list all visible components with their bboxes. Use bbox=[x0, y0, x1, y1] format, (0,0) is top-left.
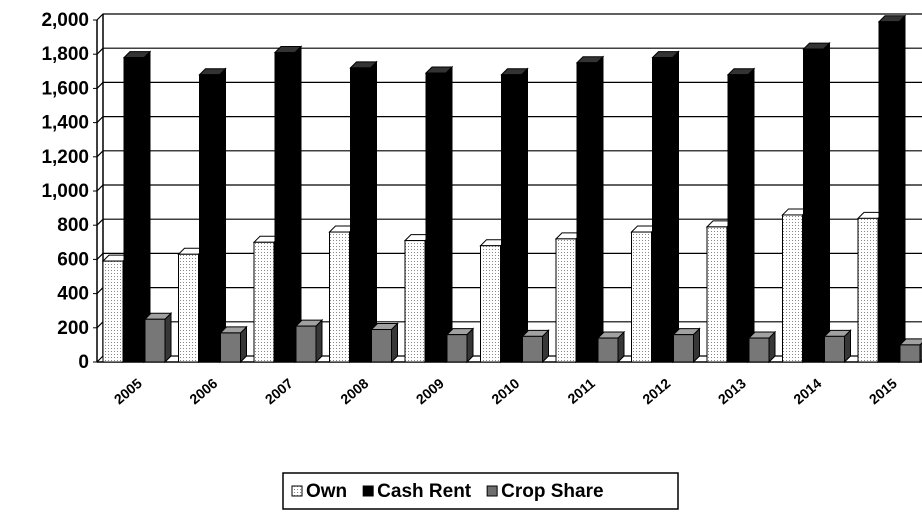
bar-side bbox=[294, 45, 302, 364]
bar bbox=[878, 21, 900, 363]
y-tick-label: 600 bbox=[57, 249, 89, 270]
bar bbox=[404, 240, 426, 363]
bar bbox=[199, 74, 220, 363]
bar-side bbox=[672, 50, 679, 364]
legend-label: Cash Rent bbox=[377, 481, 472, 502]
legend-swatch bbox=[362, 485, 374, 497]
bar bbox=[857, 217, 879, 363]
bar bbox=[123, 57, 145, 363]
bar bbox=[727, 74, 749, 363]
x-tick-label: 2006 bbox=[186, 375, 220, 407]
legend-box bbox=[282, 472, 679, 510]
bar bbox=[329, 231, 350, 363]
bar bbox=[597, 337, 619, 363]
y-tick-label: 400 bbox=[57, 284, 89, 305]
bar bbox=[748, 337, 770, 363]
bar bbox=[274, 51, 296, 363]
bar bbox=[824, 335, 845, 363]
bar bbox=[803, 48, 824, 363]
bar-side bbox=[445, 65, 453, 364]
bar bbox=[706, 226, 728, 363]
legend-label: Crop Share bbox=[501, 481, 603, 502]
y-tick-label: 1,000 bbox=[41, 181, 89, 202]
x-tick-label: 2014 bbox=[790, 375, 824, 407]
legend-swatch bbox=[291, 485, 303, 497]
bar bbox=[673, 334, 694, 363]
bar bbox=[782, 214, 803, 363]
legend-swatch bbox=[486, 485, 498, 497]
bar bbox=[178, 253, 199, 363]
bar bbox=[501, 74, 522, 363]
grid-line bbox=[96, 13, 922, 21]
grid-line bbox=[96, 47, 922, 55]
bar bbox=[480, 245, 501, 363]
bar bbox=[253, 241, 275, 363]
bar-side bbox=[164, 312, 172, 364]
bar bbox=[522, 335, 543, 363]
bar bbox=[425, 72, 447, 363]
bar bbox=[576, 62, 598, 363]
bar bbox=[350, 67, 371, 363]
bar-side bbox=[521, 67, 528, 364]
bar bbox=[555, 238, 577, 363]
x-tick-label: 2009 bbox=[413, 375, 447, 407]
bar bbox=[371, 329, 392, 363]
bar-side bbox=[823, 41, 830, 364]
bar bbox=[102, 260, 124, 363]
y-tick-label: 1,600 bbox=[41, 78, 89, 99]
y-tick-label: 800 bbox=[57, 215, 89, 236]
bar bbox=[652, 57, 673, 363]
bar-side bbox=[747, 67, 755, 364]
y-tick-label: 1,400 bbox=[41, 113, 89, 134]
bar bbox=[144, 318, 166, 363]
bar-side bbox=[596, 55, 604, 364]
x-tick-label: 2005 bbox=[111, 375, 145, 407]
bar-side bbox=[315, 318, 323, 364]
legend: Own Cash Rent Crop Share bbox=[282, 472, 679, 510]
legend-label: Own bbox=[306, 481, 347, 502]
y-tick-label: 2,000 bbox=[41, 10, 89, 31]
y-tick-label: 1,200 bbox=[41, 147, 89, 168]
bar-side bbox=[898, 14, 906, 364]
y-tick-label: 1,800 bbox=[41, 44, 89, 65]
x-tick-label: 2012 bbox=[639, 375, 673, 407]
y-tick-label: 200 bbox=[57, 318, 89, 339]
bar-side bbox=[370, 60, 377, 364]
bar bbox=[631, 231, 652, 363]
x-tick-label: 2010 bbox=[488, 375, 522, 407]
bar bbox=[899, 344, 921, 363]
x-tick-label: 2015 bbox=[866, 375, 900, 407]
bar bbox=[446, 334, 468, 363]
x-tick-label: 2011 bbox=[564, 375, 598, 407]
bar-side bbox=[219, 67, 226, 364]
x-tick-label: 2013 bbox=[715, 375, 749, 407]
y-tick-label: 0 bbox=[78, 352, 89, 373]
x-tick-label: 2008 bbox=[337, 375, 371, 407]
bar bbox=[295, 325, 317, 363]
bar bbox=[220, 332, 241, 363]
x-tick-label: 2007 bbox=[262, 375, 296, 407]
